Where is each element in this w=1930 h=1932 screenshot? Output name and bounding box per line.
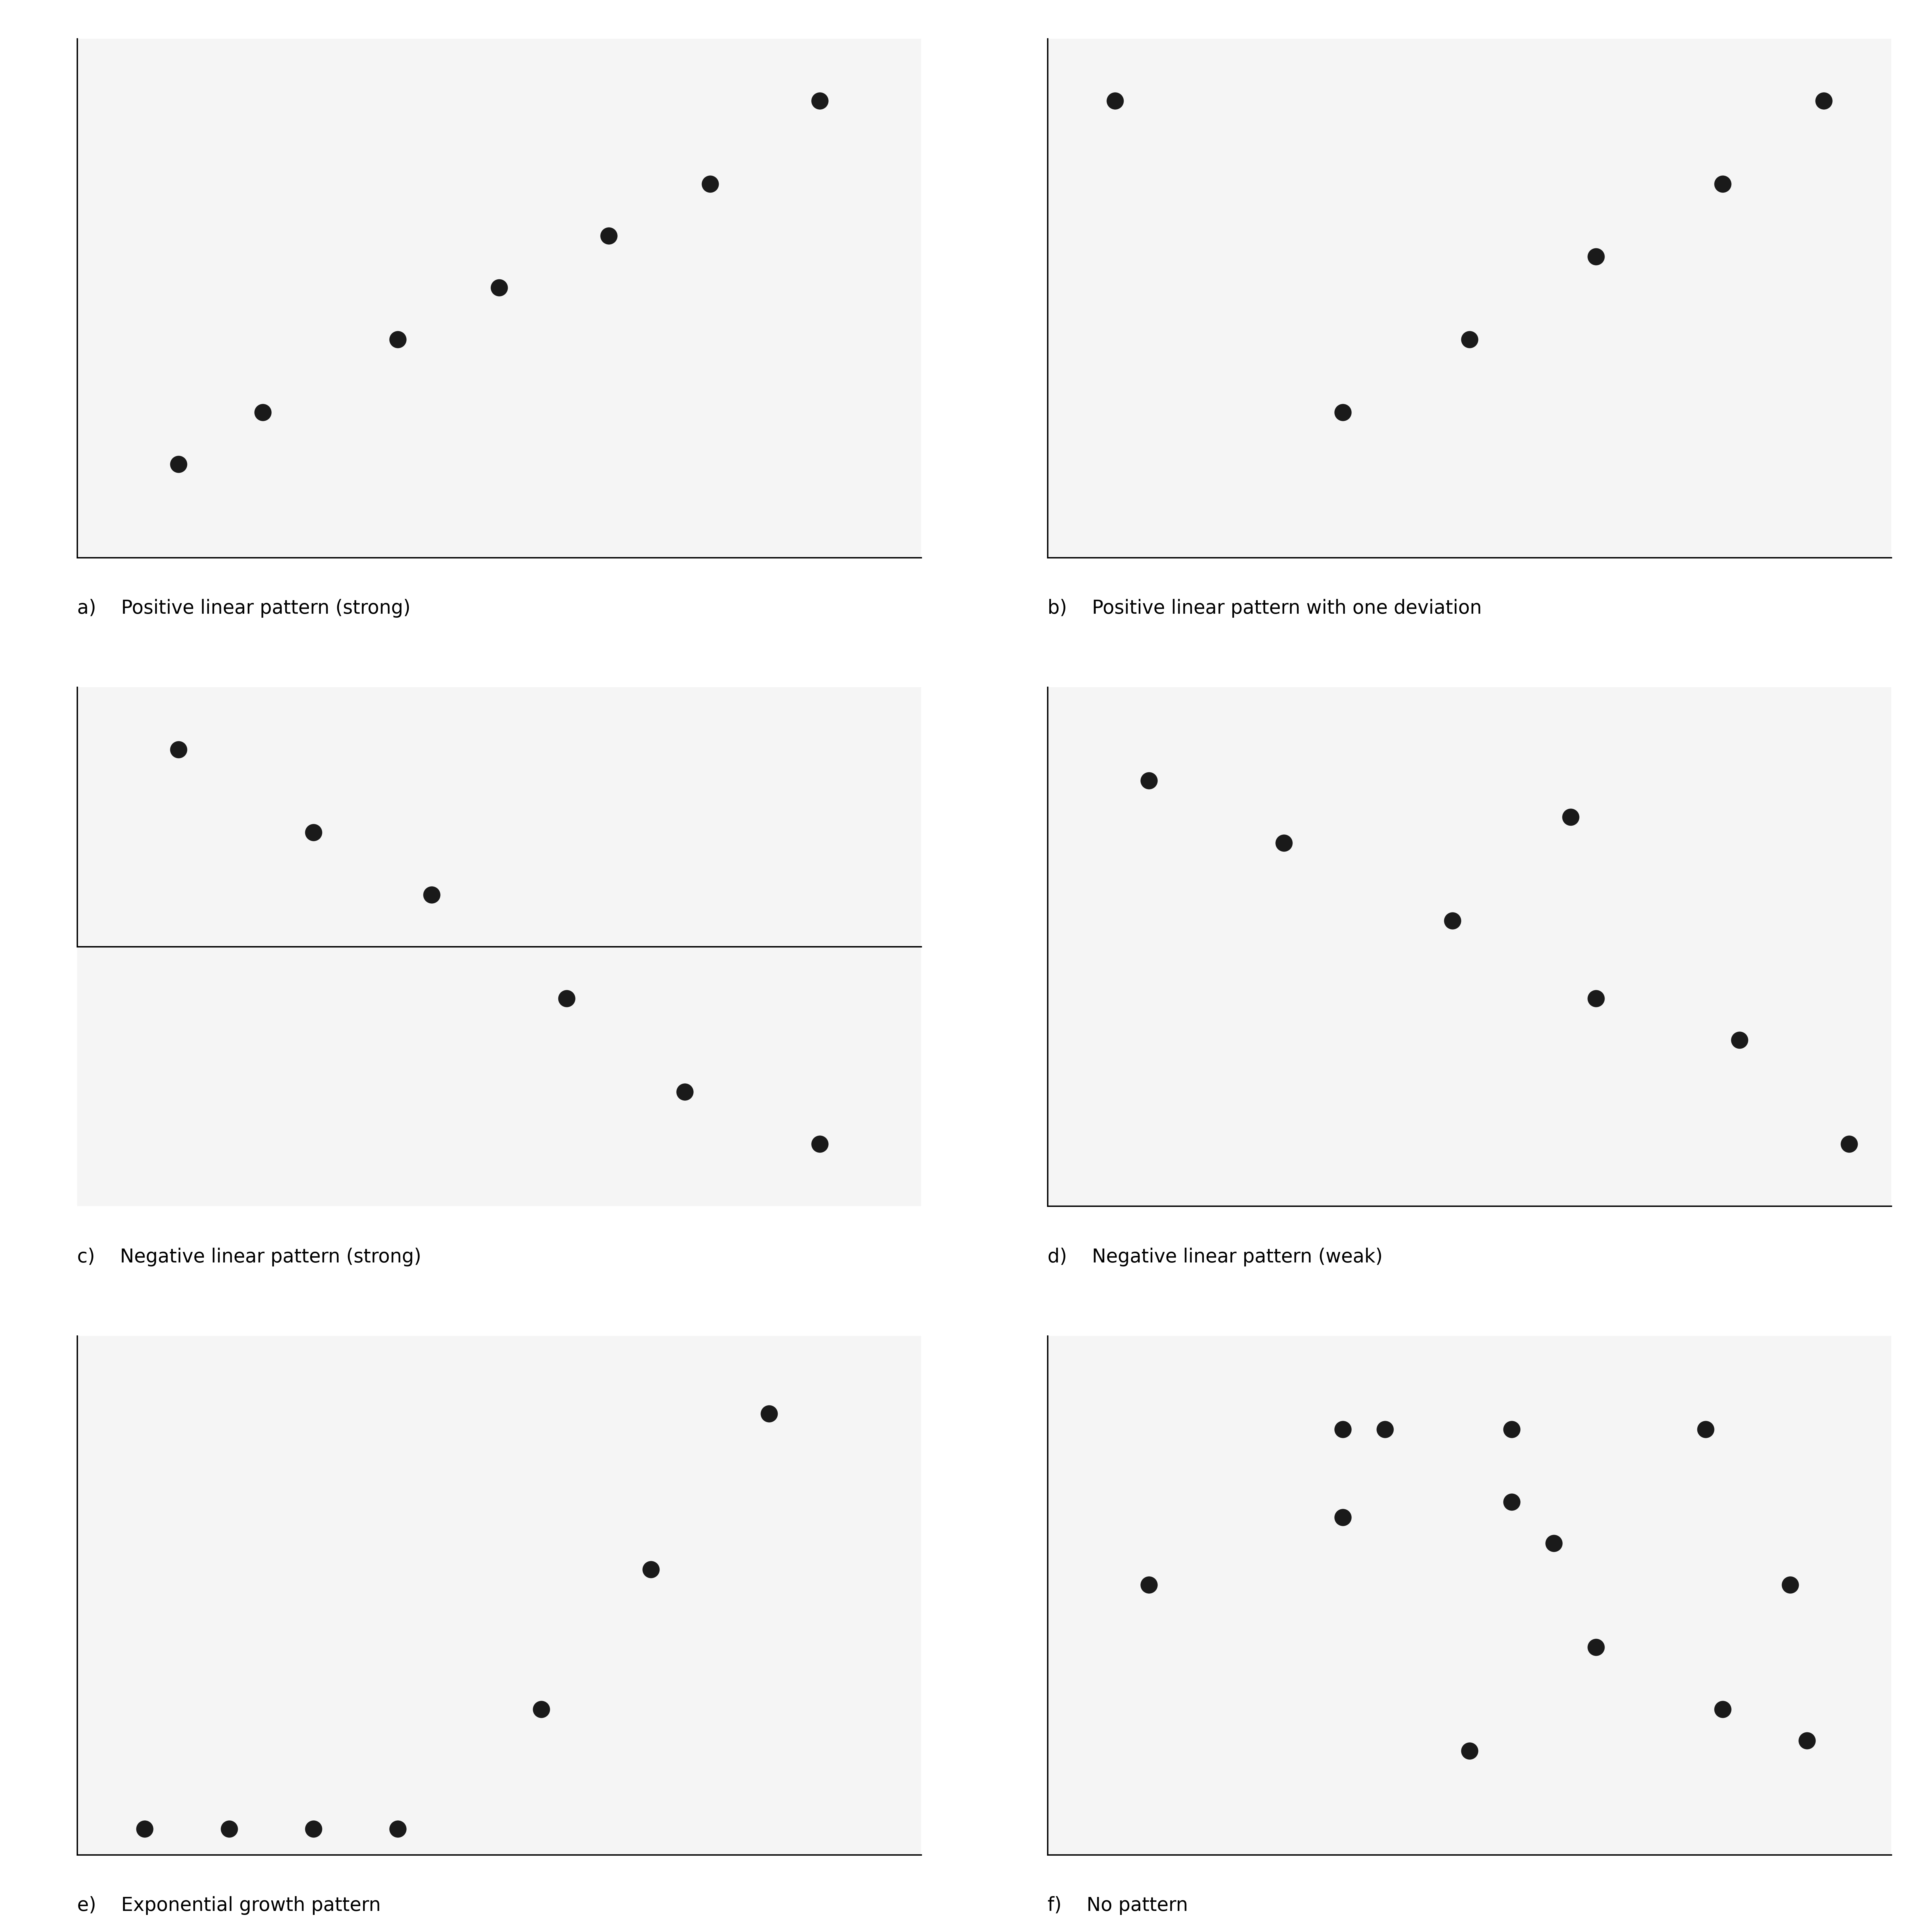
Point bbox=[1438, 906, 1469, 937]
Text: e)  Exponential growth pattern: e) Exponential growth pattern bbox=[77, 1895, 380, 1915]
Point bbox=[1691, 1414, 1722, 1445]
Point bbox=[297, 1814, 328, 1845]
Point bbox=[755, 1399, 786, 1430]
Point bbox=[1453, 1735, 1484, 1766]
Point bbox=[129, 1814, 160, 1845]
Point bbox=[1370, 1414, 1401, 1445]
Point bbox=[247, 396, 278, 427]
Point bbox=[552, 983, 583, 1014]
Point bbox=[1496, 1486, 1527, 1517]
Point bbox=[1133, 765, 1164, 796]
Point bbox=[297, 817, 328, 848]
Point bbox=[1581, 1633, 1612, 1663]
Point bbox=[1496, 1414, 1527, 1445]
Point bbox=[1100, 85, 1131, 116]
Point bbox=[1581, 983, 1612, 1014]
Point bbox=[670, 1076, 701, 1107]
Point bbox=[1808, 85, 1839, 116]
Point bbox=[382, 1814, 413, 1845]
Point bbox=[162, 448, 193, 479]
Point bbox=[805, 1128, 836, 1159]
Point bbox=[1723, 1024, 1754, 1055]
Point bbox=[1133, 1569, 1164, 1600]
Point bbox=[805, 85, 836, 116]
Text: d)  Negative linear pattern (weak): d) Negative linear pattern (weak) bbox=[1048, 1248, 1382, 1267]
Point bbox=[484, 272, 515, 303]
Point bbox=[382, 325, 413, 355]
Point bbox=[1538, 1528, 1569, 1559]
Point bbox=[593, 220, 623, 251]
Point bbox=[1268, 827, 1299, 858]
Point bbox=[1791, 1725, 1822, 1756]
Text: f)  No pattern: f) No pattern bbox=[1048, 1895, 1189, 1915]
Point bbox=[1708, 1694, 1739, 1725]
Point bbox=[1833, 1128, 1864, 1159]
Text: c)  Negative linear pattern (strong): c) Negative linear pattern (strong) bbox=[77, 1248, 421, 1267]
Point bbox=[417, 879, 448, 910]
Text: b)  Positive linear pattern with one deviation: b) Positive linear pattern with one devi… bbox=[1048, 599, 1482, 618]
Point bbox=[695, 168, 726, 199]
Text: a)  Positive linear pattern (strong): a) Positive linear pattern (strong) bbox=[77, 599, 411, 618]
Point bbox=[162, 734, 193, 765]
Point bbox=[214, 1814, 245, 1845]
Point bbox=[525, 1694, 556, 1725]
Point bbox=[1581, 242, 1612, 272]
Point bbox=[1328, 396, 1359, 427]
Point bbox=[1776, 1569, 1806, 1600]
Point bbox=[1328, 1414, 1359, 1445]
Point bbox=[1708, 168, 1739, 199]
Point bbox=[635, 1553, 666, 1584]
Point bbox=[1453, 325, 1484, 355]
Point bbox=[1328, 1501, 1359, 1532]
Point bbox=[1556, 802, 1586, 833]
